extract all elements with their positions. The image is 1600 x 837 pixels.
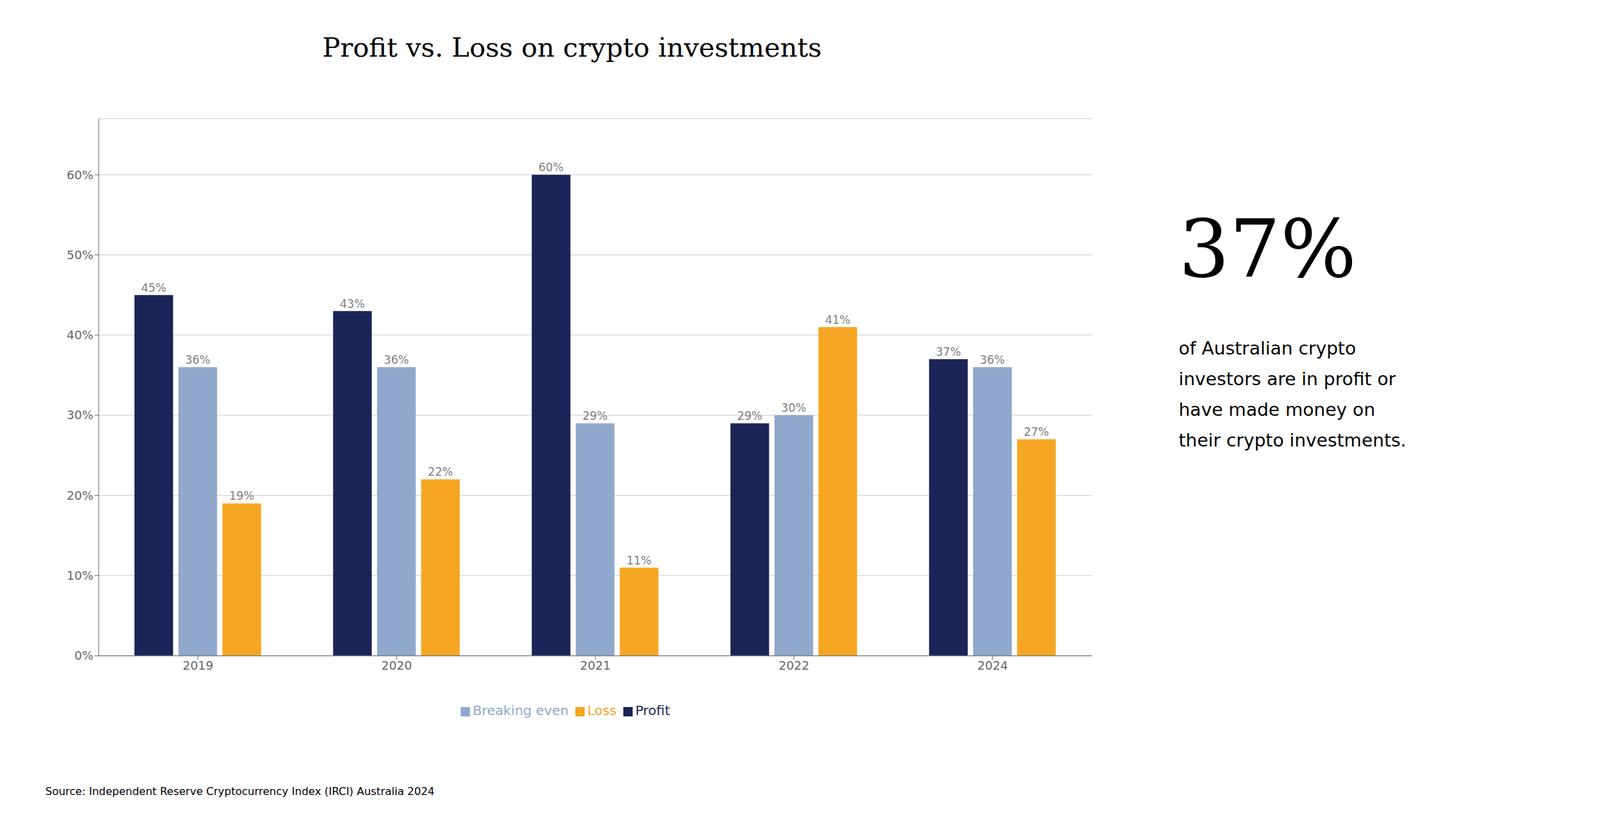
svg-text:2021: 2021 bbox=[580, 658, 611, 673]
svg-text:29%: 29% bbox=[582, 409, 608, 423]
svg-text:36%: 36% bbox=[980, 353, 1006, 367]
html-text:Source: Independent Reserve Cr: Source: Independent Reserve Cryptocurren… bbox=[45, 785, 435, 798]
html-text:have made money on: have made money on bbox=[1178, 399, 1376, 420]
svg-text:2024: 2024 bbox=[977, 658, 1008, 673]
svg-text:60%: 60% bbox=[538, 160, 564, 174]
svg-text:29%: 29% bbox=[737, 409, 763, 423]
svg-text:20%: 20% bbox=[66, 488, 94, 503]
html-text:investors are in profit or: investors are in profit or bbox=[1178, 368, 1396, 390]
html-text:Profit vs. Loss on crypto inve: Profit vs. Loss on crypto investments bbox=[322, 32, 822, 63]
svg-text:0%: 0% bbox=[74, 648, 94, 663]
svg-text:10%: 10% bbox=[66, 568, 94, 583]
html-text:their crypto investments.: their crypto investments. bbox=[1178, 429, 1407, 451]
svg-text:36%: 36% bbox=[384, 353, 410, 367]
svg-text:2020: 2020 bbox=[381, 658, 412, 673]
svg-text:2019: 2019 bbox=[182, 658, 214, 673]
svg-text:37%: 37% bbox=[936, 345, 962, 359]
svg-text:30%: 30% bbox=[781, 401, 807, 415]
svg-text:45%: 45% bbox=[141, 281, 167, 295]
svg-text:27%: 27% bbox=[1024, 425, 1050, 439]
svg-text:60%: 60% bbox=[66, 168, 94, 182]
html-text:37%: 37% bbox=[1178, 202, 1357, 296]
svg-text:19%: 19% bbox=[229, 489, 255, 503]
html-text:Profit: Profit bbox=[635, 702, 670, 719]
svg-text:40%: 40% bbox=[66, 328, 94, 342]
svg-text:22%: 22% bbox=[428, 465, 454, 479]
svg-text:2022: 2022 bbox=[778, 658, 810, 673]
svg-text:43%: 43% bbox=[340, 297, 366, 311]
svg-text:41%: 41% bbox=[825, 313, 851, 327]
html-text:of Australian crypto: of Australian crypto bbox=[1178, 338, 1356, 359]
svg-text:11%: 11% bbox=[626, 554, 652, 568]
svg-text:36%: 36% bbox=[185, 353, 211, 367]
html-text:Loss: Loss bbox=[587, 702, 617, 719]
html-text:Breaking even: Breaking even bbox=[472, 702, 569, 719]
svg-text:50%: 50% bbox=[66, 248, 94, 262]
svg-text:30%: 30% bbox=[66, 408, 94, 422]
